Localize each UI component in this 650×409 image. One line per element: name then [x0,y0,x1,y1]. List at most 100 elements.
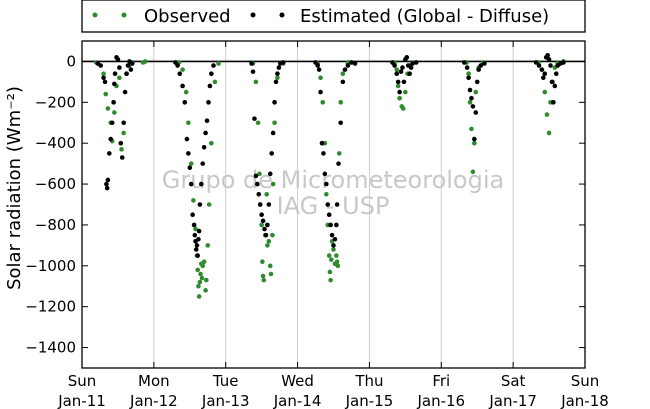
data-point [466,71,471,76]
data-point [124,71,129,76]
data-point [318,89,323,95]
y-tick-label: 0 [66,52,76,70]
data-point [324,191,329,197]
data-point [403,89,408,95]
data-point [394,67,400,72]
series-estimated [95,53,566,258]
data-point [207,83,213,89]
data-point [196,294,202,299]
data-point [544,112,550,117]
data-point [280,60,286,65]
data-point [212,79,218,85]
data-point [109,120,115,126]
data-point [270,181,276,187]
data-point [349,60,354,65]
data-point [327,269,333,275]
data-point [203,130,208,136]
data-point [118,140,124,146]
data-point [101,75,106,81]
data-point [102,79,108,85]
data-point [198,181,204,187]
y-tick-label: −1000 [25,257,76,275]
data-point [533,60,539,65]
data-point [473,89,479,95]
x-tick-label-date: Jan-14 [273,392,322,409]
data-point [187,165,193,171]
data-point [257,171,262,177]
data-point [272,100,277,105]
data-point [318,75,323,81]
data-point [270,232,275,238]
data-point [107,151,112,156]
legend: Observed Estimated (Global - Diffuse) [81,0,586,33]
data-point [542,71,548,76]
data-point [316,67,322,72]
data-point [398,69,404,74]
data-point [267,263,273,269]
data-point [338,120,343,126]
data-point [334,202,340,207]
data-point [328,277,333,283]
data-point [186,120,191,126]
data-point [197,279,203,285]
data-point [211,63,216,68]
data-point [466,75,471,81]
data-point [334,222,339,228]
data-point [112,81,117,87]
legend-label: Estimated (Global - Diffuse) [300,6,549,27]
data-point [128,67,134,72]
data-point [395,83,401,89]
data-point [195,253,200,258]
data-point [326,253,332,258]
data-point [472,140,477,146]
data-point [410,61,415,66]
data-point [536,63,542,68]
data-point [413,60,419,65]
y-tick-label: −1400 [25,339,76,357]
data-point [265,243,270,248]
data-point [204,277,209,283]
data-point [546,130,552,136]
data-point [461,60,467,65]
data-point [253,79,259,85]
data-point [340,79,346,85]
data-point [256,191,262,197]
data-point [397,89,402,95]
data-point [216,61,221,66]
data-point [320,100,326,105]
data-point [105,106,111,111]
data-point [553,71,559,76]
data-point [201,259,207,265]
data-point [196,228,202,234]
data-point [101,71,106,76]
data-point [180,67,185,72]
data-point [191,198,196,203]
data-point [115,57,121,62]
data-point [250,69,256,74]
data-point [546,57,552,62]
data-point [196,236,201,242]
data-point [478,63,484,68]
x-tick-label-day: Sun [571,372,600,390]
data-point [273,79,279,85]
x-tick-label-date: Jan-12 [129,392,178,409]
data-point [328,222,333,228]
data-point [322,171,328,177]
data-point [474,79,480,85]
y-axis-label: Solar radiation (Wm⁻²) [4,86,25,290]
data-point [122,89,128,95]
data-point [260,273,266,279]
x-tick-label-date: Jan-18 [560,392,609,409]
data-point [200,161,206,166]
data-point [404,55,410,60]
y-tick-label: −800 [35,216,76,234]
x-tick-label-day: Thu [354,372,383,390]
x-tick-label-day: Sat [501,372,526,390]
data-point [194,243,200,248]
data-point [121,120,126,126]
data-point [392,63,397,68]
data-point [183,89,189,95]
